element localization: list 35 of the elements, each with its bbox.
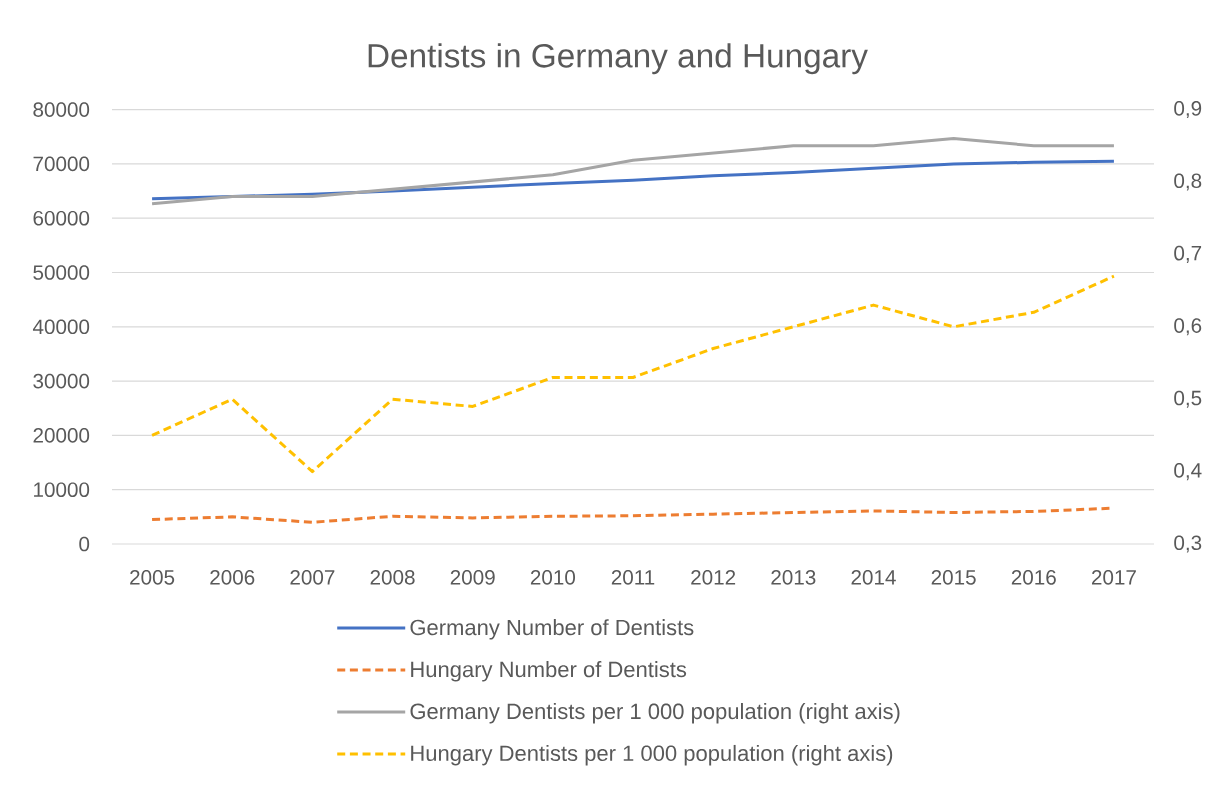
x-tick-label: 2016 xyxy=(1011,570,1056,585)
x-tick-label: 2017 xyxy=(1092,570,1136,585)
x-tick-label: 2009 xyxy=(450,570,495,585)
y-tick-label: 40000 xyxy=(32,319,90,335)
x-tick-label: 2008 xyxy=(370,570,415,585)
y2-tick-label: 0,7 xyxy=(1174,245,1202,263)
x-tick-label: 2010 xyxy=(530,570,576,585)
y2-tick-label: 0,9 xyxy=(1174,101,1202,119)
y-tick-label: 70000 xyxy=(33,156,90,172)
y-tick-label: 10000 xyxy=(34,482,90,498)
y2-tick-label: 0,4 xyxy=(1174,463,1202,481)
x-tick-label: 2013 xyxy=(771,570,816,585)
y-tick-label: 0 xyxy=(79,536,90,552)
y2-tick-label: 0,5 xyxy=(1174,390,1202,408)
x-tick-label: 2007 xyxy=(290,570,335,585)
legend-label: Hungary Dentists per 1 000 population (right axis) xyxy=(411,744,893,766)
y-tick-label: 80000 xyxy=(33,102,90,117)
x-tick-label: 2014 xyxy=(851,570,896,585)
legend-label: Germany Number of Dentists xyxy=(410,619,694,640)
x-tick-label: 2011 xyxy=(611,570,655,585)
y2-tick-label: 0,6 xyxy=(1174,318,1202,336)
y-tick-label: 20000 xyxy=(33,428,90,443)
x-tick-label: 2005 xyxy=(130,570,175,585)
legend-label: Germany Dentists per 1 000 population (right axis) xyxy=(410,703,900,724)
line-series xyxy=(150,274,1116,474)
x-tick-label: 2015 xyxy=(931,570,976,585)
x-tick-label: 2012 xyxy=(691,570,736,585)
x-tick-label: 2006 xyxy=(210,570,255,585)
y2-tick-label: 0,8 xyxy=(1174,173,1202,191)
y-tick-label: 50000 xyxy=(33,265,90,280)
y-tick-label: 30000 xyxy=(33,373,90,389)
y-tick-label: 60000 xyxy=(33,210,90,226)
legend-label: Hungary Number of Dentists xyxy=(411,661,687,682)
chart-title: Dentists in Germany and Hungary xyxy=(368,43,868,75)
y2-tick-label: 0,3 xyxy=(1174,535,1202,553)
